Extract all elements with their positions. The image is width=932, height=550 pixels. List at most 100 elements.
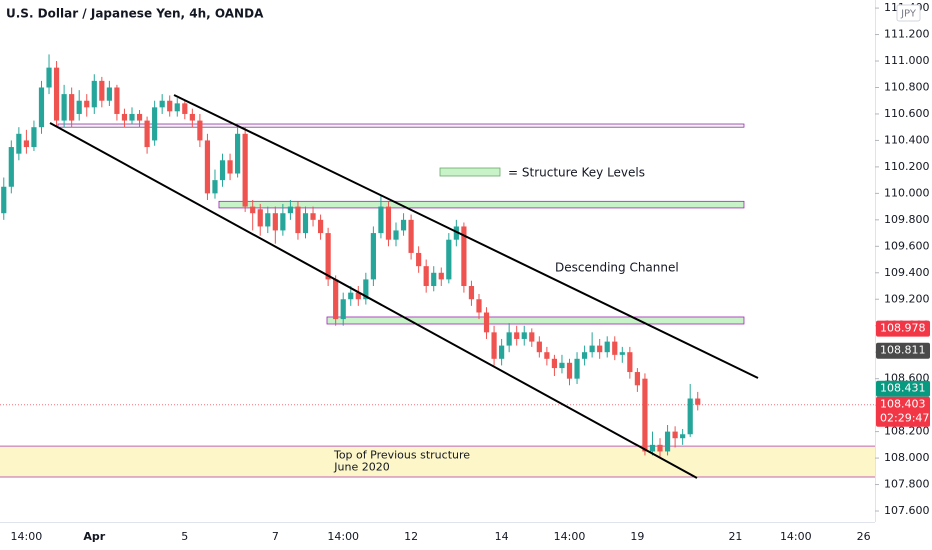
y-tick-label: 111.200 (884, 28, 930, 41)
candle-body (129, 113, 135, 121)
candle-body (272, 213, 278, 231)
y-tick-label: 110.600 (884, 107, 930, 120)
candle-body (400, 219, 407, 231)
candle-body (597, 345, 603, 353)
price-label: 108.403 (880, 398, 926, 411)
candle-body (431, 272, 437, 287)
candle-body (182, 103, 188, 114)
x-tick-label: 14:00 (554, 530, 586, 543)
x-tick-label: 26 (857, 530, 871, 543)
candle-body (121, 113, 128, 121)
candle-body (340, 299, 346, 320)
candle-body (219, 160, 226, 181)
candle-body (76, 100, 82, 114)
channel-line (49, 122, 698, 479)
candle-body (136, 113, 143, 121)
candle-body (257, 209, 263, 227)
price-label-box (876, 320, 930, 337)
candle-body (46, 67, 52, 88)
candle-body (649, 444, 656, 452)
y-tick-label: 109.600 (884, 239, 930, 252)
x-tick-label: 19 (630, 530, 644, 543)
candle-body (627, 352, 633, 373)
candle-body (657, 444, 663, 452)
y-tick-label: 108.000 (884, 451, 930, 464)
candle-body (287, 206, 294, 214)
candle-body (31, 127, 37, 148)
candle-body (189, 113, 195, 121)
candle-body (265, 213, 271, 227)
candle-body (408, 219, 414, 253)
candle-body (242, 133, 248, 207)
candle-body (521, 332, 527, 339)
y-tick-label: 109.800 (884, 213, 930, 226)
candle-body (536, 341, 542, 353)
channel-line (173, 94, 759, 379)
currency: JPY (900, 9, 917, 20)
x-tick-label: 7 (272, 530, 279, 543)
candle-body (581, 352, 588, 359)
candle-body (325, 233, 331, 280)
candle-body (483, 312, 490, 333)
candle-body (499, 345, 505, 359)
candle-body (642, 378, 648, 452)
candle-body (250, 206, 256, 214)
legend-label: = Structure Key Levels (508, 166, 645, 180)
y-tick-label: 107.800 (884, 478, 930, 491)
zone-label: June 2020 (333, 461, 389, 474)
x-tick-label: 12 (404, 530, 418, 543)
price-label-box (876, 342, 930, 359)
candle-body (295, 206, 301, 234)
candle-body (566, 362, 573, 379)
candle-body (664, 431, 671, 452)
candle-body (423, 266, 429, 287)
candle-body (378, 206, 384, 234)
candle-body (152, 107, 158, 141)
candle-body (612, 341, 618, 355)
chart-title: U.S. Dollar / Japanese Yen, 4h, OANDA (6, 7, 264, 21)
axes: 107.600107.800108.000108.200108.400108.6… (11, 1, 930, 543)
candle-body (589, 345, 595, 353)
candle-body (53, 67, 60, 121)
candle-body (280, 213, 286, 231)
candle-body (680, 434, 686, 439)
candle-body (370, 233, 376, 280)
candle-body (91, 80, 97, 108)
x-tick-label: 5 (181, 530, 188, 543)
y-tick-label: 109.400 (884, 266, 930, 279)
candle-body (114, 87, 120, 114)
candle-body (8, 147, 14, 187)
y-tick-label: 110.800 (884, 80, 930, 93)
price-label-box (876, 396, 930, 427)
candle-body (416, 252, 422, 267)
candle-body (559, 362, 565, 369)
candle-body (212, 180, 218, 194)
candle-body (174, 103, 180, 112)
candle-body (461, 226, 467, 287)
x-tick-label: Apr (83, 530, 105, 543)
candle-body (167, 100, 173, 112)
candle-body (235, 133, 241, 174)
candle-body (99, 80, 105, 101)
currency-box (896, 4, 921, 22)
candle-body (529, 332, 535, 342)
candle-body (23, 140, 30, 148)
candle-body (687, 398, 693, 435)
candle-body (310, 213, 316, 220)
key-level (326, 316, 745, 325)
x-tick-label: 14:00 (780, 530, 812, 543)
candle-body (61, 94, 67, 121)
y-tick-label: 108.200 (884, 425, 930, 438)
candle-body (106, 87, 112, 101)
candle-body (619, 352, 625, 355)
candle-body (468, 286, 475, 300)
price-label: 108.978 (880, 322, 926, 335)
candle-body (574, 358, 580, 379)
candle-body (69, 94, 75, 121)
candle-body (84, 100, 90, 108)
candle-body (144, 120, 150, 148)
channel-label: Descending Channel (555, 261, 679, 275)
candle-body (672, 431, 678, 439)
